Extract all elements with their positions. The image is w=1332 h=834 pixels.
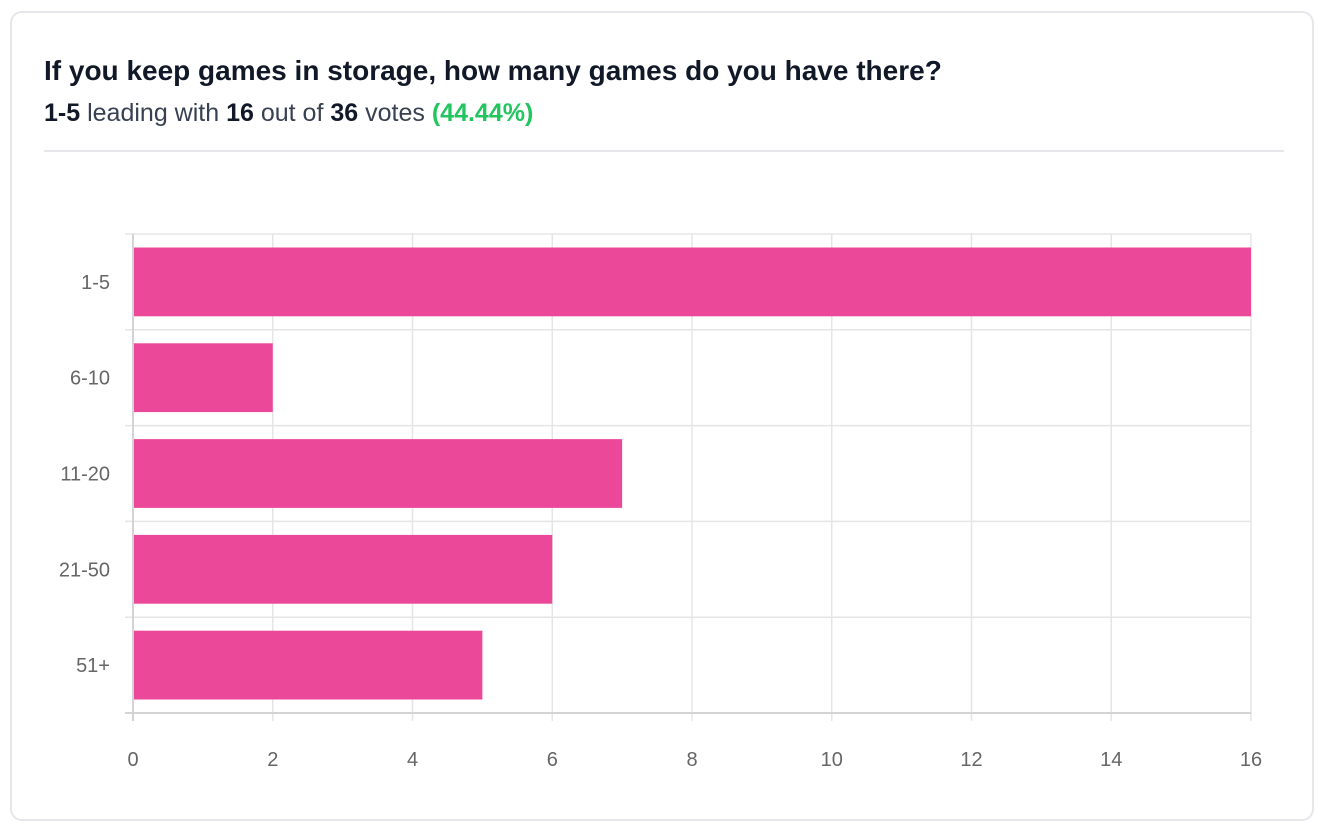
bar-6-10[interactable] [133, 343, 273, 413]
header-divider [44, 150, 1284, 152]
x-tick-label: 8 [686, 749, 697, 771]
y-tick-label: 11-20 [60, 464, 110, 486]
leading-option: 1-5 [44, 99, 81, 127]
x-tick-label: 16 [1240, 749, 1262, 771]
poll-question-title: If you keep games in storage, how many g… [44, 55, 942, 86]
chart-bars [133, 247, 1251, 700]
y-tick-label: 1-5 [81, 272, 110, 294]
y-tick-label: 51+ [76, 655, 110, 677]
total-votes: 36 [330, 99, 359, 127]
y-tick-label: 6-10 [70, 368, 110, 390]
votes-text: votes [365, 99, 425, 127]
leading-votes: 16 [226, 99, 254, 127]
bar-11-20[interactable] [133, 439, 623, 508]
bar-51+[interactable] [133, 630, 483, 700]
x-tick-label: 14 [1100, 749, 1122, 771]
leading-with-text: leading with [87, 99, 220, 127]
x-tick-label: 4 [407, 749, 418, 771]
x-tick-label: 0 [127, 749, 138, 771]
y-tick-label: 21-50 [59, 559, 110, 581]
x-tick-label: 10 [821, 749, 843, 771]
chart-axes [125, 234, 1251, 721]
x-tick-label: 2 [267, 749, 278, 771]
bar-21-50[interactable] [133, 534, 553, 604]
x-tick-label: 12 [960, 749, 982, 771]
bar-1-5[interactable] [133, 247, 1251, 317]
x-tick-label: 6 [547, 749, 558, 771]
poll-summary: 1-5 leading with 16 out of 36 votes (44.… [44, 99, 533, 128]
leading-percent: (44.44%) [431, 99, 534, 127]
chart-labels: 0 2 4 6 8 10 12 14 16 1-5 6-10 11-20 21-50 51+ [59, 272, 1262, 771]
out-of-text: out of [260, 99, 324, 127]
